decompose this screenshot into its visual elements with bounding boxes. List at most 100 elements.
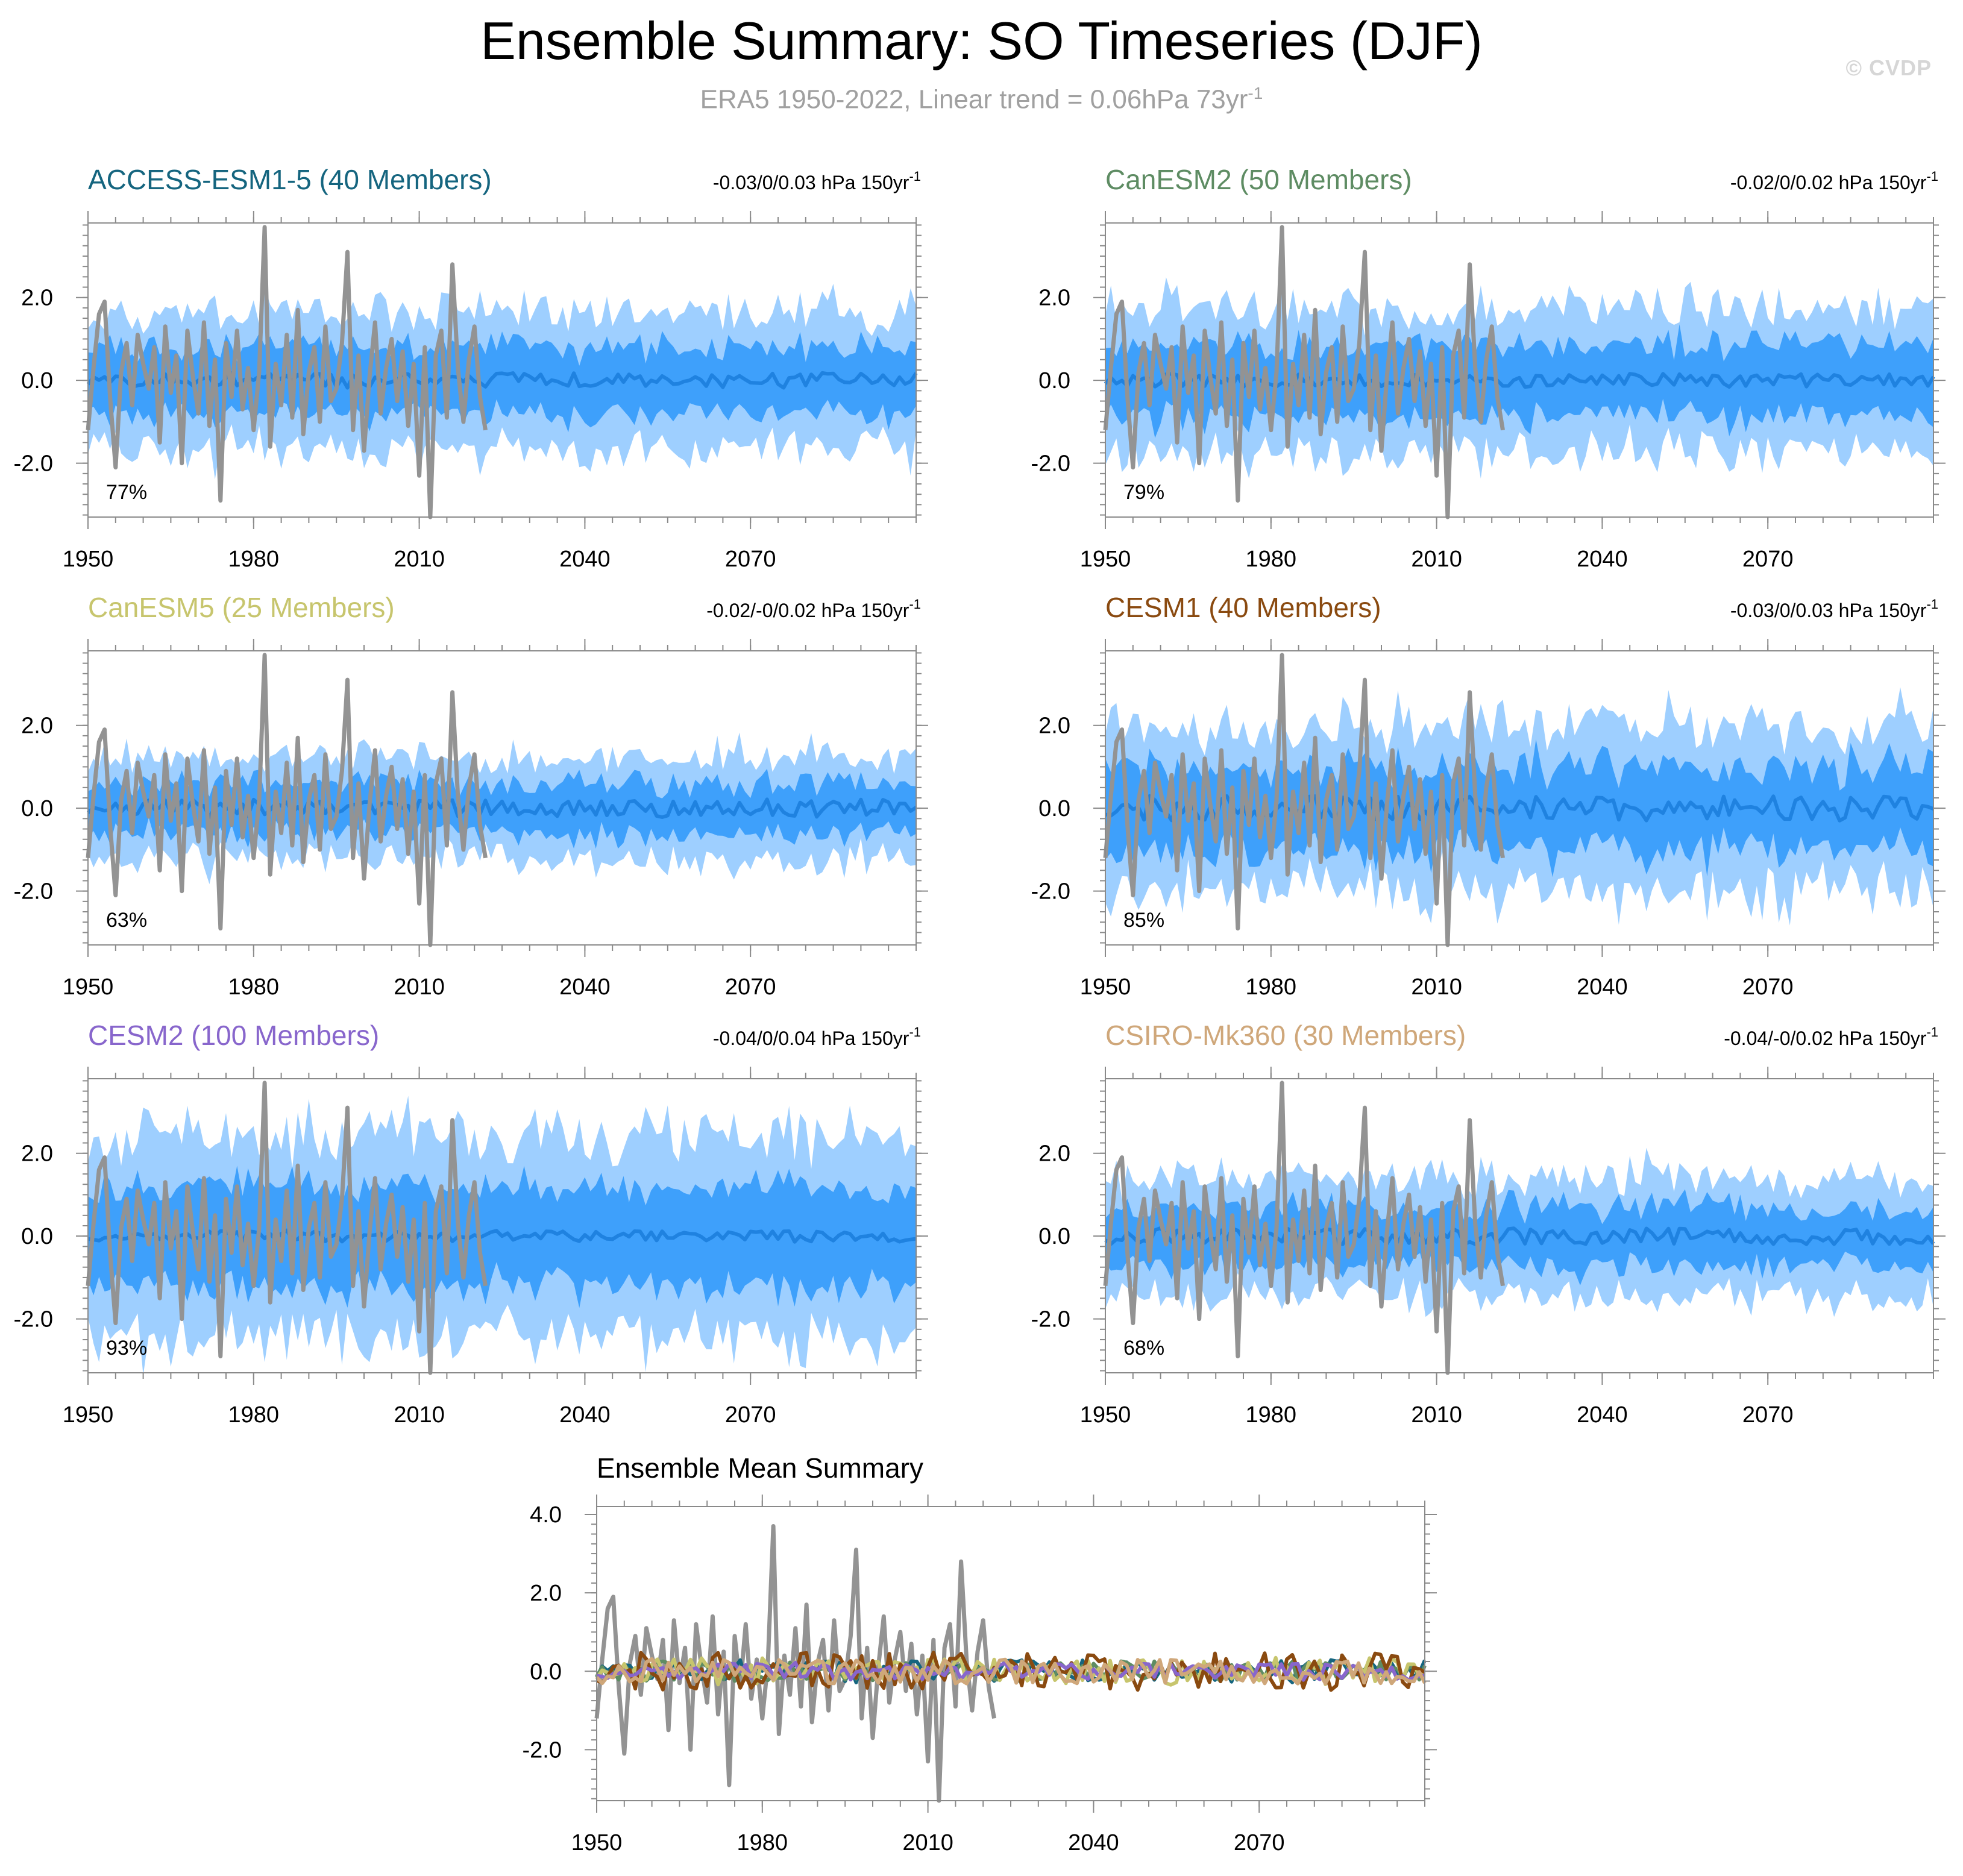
panel-title: CSIRO-Mk360 (30 Members): [1105, 1020, 1466, 1051]
observed-series-line: [1103, 653, 1505, 947]
panel-percent-label: 63%: [106, 909, 147, 932]
trend-value: -0.03/0/0.03 hPa 150yr: [1730, 600, 1927, 621]
x-tick-label: 2040: [1577, 974, 1628, 1000]
x-tick-label: 1950: [1080, 974, 1131, 1000]
panel-title: CESM1 (40 Members): [1105, 592, 1381, 623]
x-tick-label: 1950: [63, 1402, 114, 1428]
y-tick-label: -2.0: [14, 879, 53, 905]
cvdp-watermark: © CVDP: [1845, 55, 1932, 80]
panel-trend-text: -0.03/0/0.03 hPa 150yr-1: [1730, 597, 1938, 621]
x-tick-label: 2040: [1068, 1830, 1119, 1856]
trend-value: -0.03/0/0.03 hPa 150yr: [713, 172, 909, 193]
y-tick-label: 2.0: [21, 1141, 53, 1167]
panel-model-name: CanESM2: [1105, 164, 1239, 195]
x-tick-label: 2040: [1577, 547, 1628, 572]
x-tick-label: 2070: [1742, 1402, 1794, 1428]
y-tick-label: -2.0: [1031, 1307, 1070, 1332]
panel-title: CanESM2 (50 Members): [1105, 164, 1412, 195]
trend-value: -0.02/-0/0.02 hPa 150yr: [706, 600, 909, 621]
y-tick-label: -2.0: [14, 451, 53, 477]
x-tick-label: 2070: [1742, 547, 1794, 572]
panel-title: CESM2 (100 Members): [88, 1020, 379, 1051]
trend-value: -0.04/0/0.04 hPa 150yr: [713, 1027, 909, 1049]
y-tick-label: 0.0: [21, 1224, 53, 1249]
trend-superscript: -1: [909, 169, 921, 184]
x-tick-label: 1950: [63, 974, 114, 1000]
x-tick-label: 1980: [228, 547, 280, 572]
panel-trend-text: -0.03/0/0.03 hPa 150yr-1: [713, 169, 921, 193]
trend-superscript: -1: [909, 1024, 921, 1040]
x-tick-label: 2010: [394, 1402, 445, 1428]
y-tick-label: 0.0: [1038, 796, 1070, 821]
subtitle-text: ERA5 1950-2022, Linear trend = 0.06hPa 7…: [700, 84, 1248, 115]
subtitle-superscript: -1: [1248, 84, 1263, 102]
x-tick-label: 1950: [571, 1830, 623, 1856]
panel-percent-label: 77%: [106, 481, 147, 504]
y-tick-label: -2.0: [523, 1737, 562, 1763]
x-tick-label: 1980: [228, 974, 280, 1000]
summary-title: Ensemble Mean Summary: [597, 1452, 923, 1484]
panel-members-label: (50 Members): [1239, 164, 1412, 195]
x-tick-label: 2040: [559, 1402, 611, 1428]
panel-title: ACCESS-ESM1-5 (40 Members): [88, 164, 492, 195]
trend-value: -0.04/-0/0.02 hPa 150yr: [1724, 1027, 1927, 1049]
x-tick-label: 2010: [1411, 974, 1462, 1000]
x-tick-label: 2040: [1577, 1402, 1628, 1428]
x-tick-label: 2040: [559, 974, 611, 1000]
figure-title: Ensemble Summary: SO Timeseries (DJF): [480, 11, 1483, 71]
panel-members-label: (40 Members): [319, 164, 491, 195]
panel-trend-text: -0.04/0/0.04 hPa 150yr-1: [713, 1024, 921, 1049]
y-tick-label: 0.0: [1038, 1224, 1070, 1249]
panel-members-label: (25 Members): [222, 592, 394, 623]
x-tick-label: 1980: [737, 1830, 788, 1856]
observed-series-line: [1103, 225, 1505, 519]
trend-superscript: -1: [909, 597, 921, 612]
panel-members-label: (40 Members): [1208, 592, 1381, 623]
panel-access-esm1-5: 2.0 0.0 -2.0 1950 1980 2010 2040 2070 ACCESS-ESM…: [14, 164, 928, 572]
y-tick-label: 4.0: [530, 1502, 562, 1528]
panel-canesm2: 2.0 0.0 -2.0 1950 1980 2010 2040 2070 CanESM2 (5…: [1031, 164, 1946, 572]
x-tick-label: 2070: [1742, 974, 1794, 1000]
x-tick-label: 1980: [1246, 1402, 1297, 1428]
x-tick-label: 1950: [63, 547, 114, 572]
y-tick-label: -2.0: [1031, 451, 1070, 477]
x-tick-label: 2070: [725, 1402, 776, 1428]
observed-series-line: [86, 1081, 488, 1375]
panel-model-name: CESM2: [88, 1020, 191, 1051]
y-tick-label: 2.0: [21, 286, 53, 311]
x-tick-label: 2010: [902, 1830, 953, 1856]
observed-series-line: [86, 653, 488, 947]
y-tick-label: 2.0: [1038, 714, 1070, 739]
panel-trend-text: -0.02/-0/0.02 hPa 150yr-1: [706, 597, 921, 621]
plot-frame: [596, 1506, 1425, 1801]
y-tick-label: 2.0: [1038, 286, 1070, 311]
panel-model-name: CSIRO-Mk360: [1105, 1020, 1293, 1051]
panel-percent-label: 85%: [1123, 909, 1164, 932]
panel-canesm5: 2.0 0.0 -2.0 1950 1980 2010 2040 2070 CanESM5 (2…: [14, 592, 928, 1000]
observed-series-line: [1103, 1081, 1505, 1375]
x-tick-label: 2070: [725, 974, 776, 1000]
x-tick-label: 1950: [1080, 1402, 1131, 1428]
panel-percent-label: 79%: [1123, 481, 1164, 504]
panel-title: CanESM5 (25 Members): [88, 592, 395, 623]
x-tick-label: 2010: [1411, 547, 1462, 572]
model-mean-line-csiro-mk360: [595, 1657, 1427, 1686]
trend-value: -0.02/0/0.02 hPa 150yr: [1730, 172, 1927, 193]
x-tick-label: 2040: [559, 547, 611, 572]
panel-trend-text: -0.04/-0/0.02 hPa 150yr-1: [1724, 1024, 1938, 1049]
panel-percent-label: 68%: [1123, 1337, 1164, 1360]
panel-cesm1: 2.0 0.0 -2.0 1950 1980 2010 2040 2070 CESM1 (40 …: [1031, 592, 1946, 1000]
x-tick-label: 2010: [394, 974, 445, 1000]
observed-series-line: [86, 225, 488, 519]
x-tick-label: 1980: [1246, 547, 1297, 572]
model-mean-line-cesm1: [596, 1651, 1426, 1692]
y-tick-label: 0.0: [530, 1659, 562, 1684]
y-tick-label: 2.0: [530, 1581, 562, 1606]
y-tick-label: -2.0: [1031, 879, 1070, 905]
x-tick-label: 2010: [1411, 1402, 1462, 1428]
trend-superscript: -1: [1926, 169, 1938, 184]
panel-model-name: CESM1: [1105, 592, 1208, 623]
x-tick-label: 2070: [1234, 1830, 1285, 1856]
y-tick-label: -2.0: [14, 1307, 53, 1332]
